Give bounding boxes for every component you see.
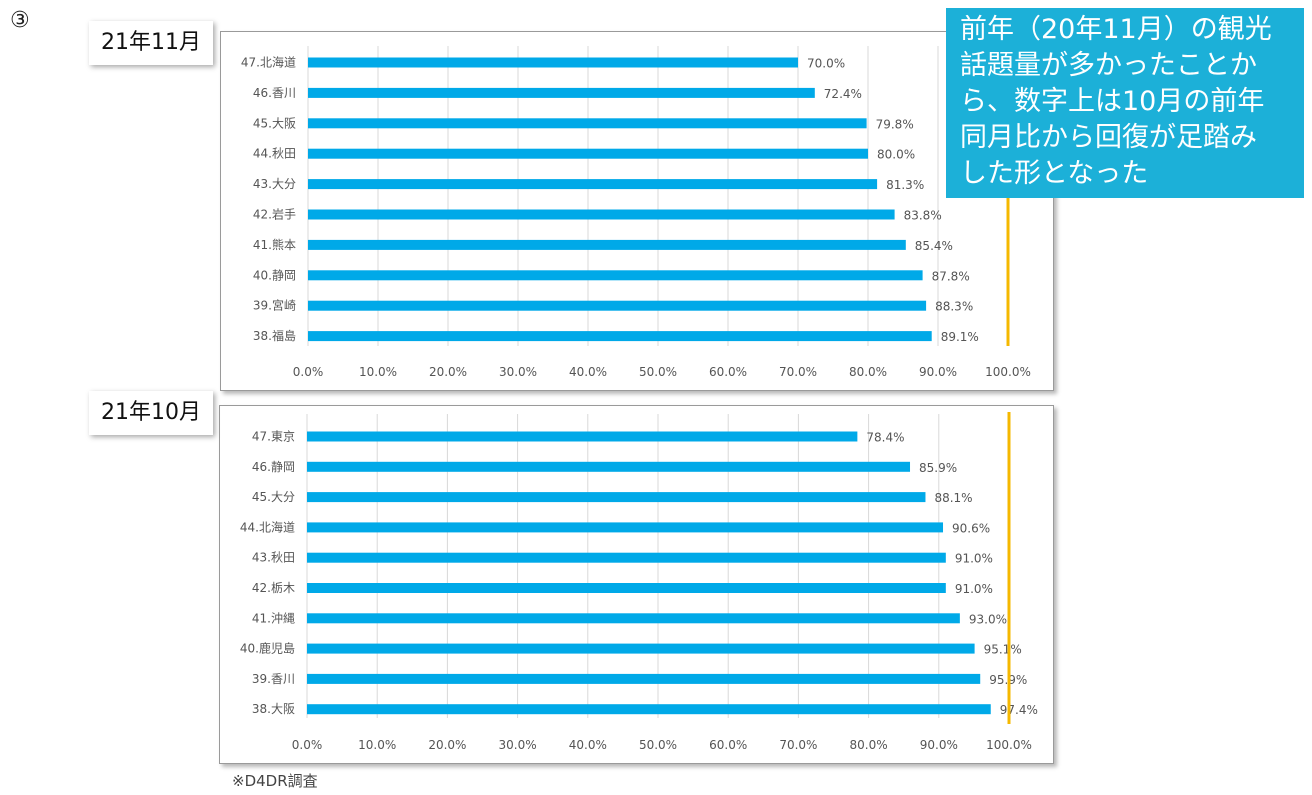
source-note: ※D4DR調査	[232, 772, 318, 790]
data-label: 85.4%	[915, 239, 953, 253]
chart-panel-nov: 47.北海道 70.0% 46.香川 72.4% 45.大阪 79.8% 44.秋田 80.0…	[220, 31, 1054, 391]
bar	[307, 704, 991, 715]
category-label: 41.沖縄	[252, 610, 295, 625]
x-tick-label: 90.0%	[919, 365, 957, 379]
x-tick-label: 10.0%	[358, 738, 396, 752]
bar	[308, 57, 798, 68]
bar	[308, 239, 906, 250]
callout-line: 同月比から回復が足踏み	[960, 122, 1257, 153]
bar	[307, 643, 975, 654]
bar	[307, 613, 960, 624]
category-label: 43.秋田	[252, 551, 295, 565]
category-label: 42.栃木	[252, 581, 295, 595]
panel-label-oct: 21年10月	[89, 391, 213, 435]
bar	[308, 118, 867, 129]
x-tick-label: 100.0%	[986, 738, 1032, 752]
slide-marker: ③	[10, 8, 30, 33]
x-tick-label: 50.0%	[639, 738, 677, 752]
data-label: 97.4%	[1000, 703, 1038, 717]
x-tick-label: 10.0%	[359, 365, 397, 379]
category-label: 39.宮崎	[253, 298, 296, 313]
bar	[308, 148, 868, 159]
bar	[308, 87, 815, 98]
data-label: 80.0%	[877, 148, 915, 162]
bar-chart-nov: 47.北海道 70.0% 46.香川 72.4% 45.大阪 79.8% 44.秋田 80.0…	[241, 46, 1031, 379]
data-label: 88.3%	[935, 300, 973, 314]
bar-chart-oct: 47.東京 78.4% 46.静岡 85.9% 45.大分 88.1% 44.北海道 90.6…	[240, 412, 1038, 752]
data-label: 93.0%	[969, 612, 1007, 626]
data-label: 70.0%	[807, 57, 845, 71]
data-label: 89.1%	[941, 330, 979, 344]
x-tick-label: 50.0%	[639, 365, 677, 379]
data-label: 95.1%	[984, 643, 1022, 657]
x-tick-label: 40.0%	[569, 365, 607, 379]
callout-line: 話題量が多かったことか	[960, 50, 1257, 81]
callout-line: 前年（20年11月）の観光	[960, 14, 1272, 45]
category-label: 44.秋田	[253, 147, 296, 161]
x-tick-label: 0.0%	[293, 365, 324, 379]
data-label: 72.4%	[824, 87, 862, 101]
panel-label-nov: 21年11月	[89, 21, 213, 65]
x-tick-label: 90.0%	[920, 738, 958, 752]
category-label: 47.北海道	[241, 55, 296, 70]
x-tick-label: 30.0%	[499, 365, 537, 379]
x-tick-label: 0.0%	[292, 738, 323, 752]
category-label: 42.岩手	[253, 207, 296, 222]
data-label: 79.8%	[876, 117, 914, 131]
data-label: 78.4%	[866, 431, 904, 445]
data-label: 91.0%	[955, 552, 993, 566]
bar	[308, 209, 895, 220]
bar	[307, 673, 981, 684]
data-label: 85.9%	[919, 461, 957, 475]
category-label: 47.東京	[252, 430, 295, 444]
bar	[307, 461, 911, 472]
category-label: 40.鹿児島	[240, 641, 295, 656]
callout-line: ら、数字上は10月の前年	[960, 86, 1265, 117]
x-tick-label: 70.0%	[779, 738, 817, 752]
x-tick-label: 40.0%	[569, 738, 607, 752]
data-label: 87.8%	[932, 269, 970, 283]
category-label: 46.静岡	[252, 460, 295, 474]
x-tick-label: 70.0%	[779, 365, 817, 379]
category-label: 46.香川	[253, 86, 296, 100]
bar	[308, 300, 927, 311]
x-tick-label: 20.0%	[429, 365, 467, 379]
x-tick-label: 60.0%	[709, 365, 747, 379]
bar	[308, 270, 923, 281]
bar	[307, 522, 944, 533]
category-label: 39.香川	[252, 672, 295, 686]
callout-box: 前年（20年11月）の観光 話題量が多かったことか ら、数字上は10月の前年 同…	[946, 8, 1304, 198]
data-label: 88.1%	[934, 491, 972, 505]
category-label: 38.福島	[253, 328, 296, 343]
x-tick-label: 80.0%	[850, 738, 888, 752]
bar	[307, 431, 858, 442]
category-label: 45.大分	[252, 490, 295, 504]
category-label: 45.大阪	[253, 116, 296, 130]
bar	[307, 492, 926, 503]
category-label: 40.静岡	[253, 268, 296, 282]
bar	[307, 552, 946, 563]
x-tick-label: 30.0%	[499, 738, 537, 752]
callout-line: した形となった	[960, 158, 1149, 189]
bar	[308, 331, 932, 342]
data-label: 81.3%	[886, 178, 924, 192]
category-label: 38.大阪	[252, 702, 295, 716]
x-tick-label: 80.0%	[849, 365, 887, 379]
x-tick-label: 20.0%	[428, 738, 466, 752]
data-label: 83.8%	[904, 209, 942, 223]
data-label: 90.6%	[952, 521, 990, 535]
chart-panel-oct: 47.東京 78.4% 46.静岡 85.9% 45.大分 88.1% 44.北海道 90.6…	[219, 405, 1054, 764]
bar	[307, 583, 946, 593]
category-label: 44.北海道	[240, 519, 295, 534]
x-tick-label: 60.0%	[709, 738, 747, 752]
data-label: 91.0%	[955, 582, 993, 596]
category-label: 43.大分	[253, 177, 296, 191]
x-tick-label: 100.0%	[985, 365, 1031, 379]
bar	[308, 179, 878, 190]
category-label: 41.熊本	[253, 237, 296, 252]
